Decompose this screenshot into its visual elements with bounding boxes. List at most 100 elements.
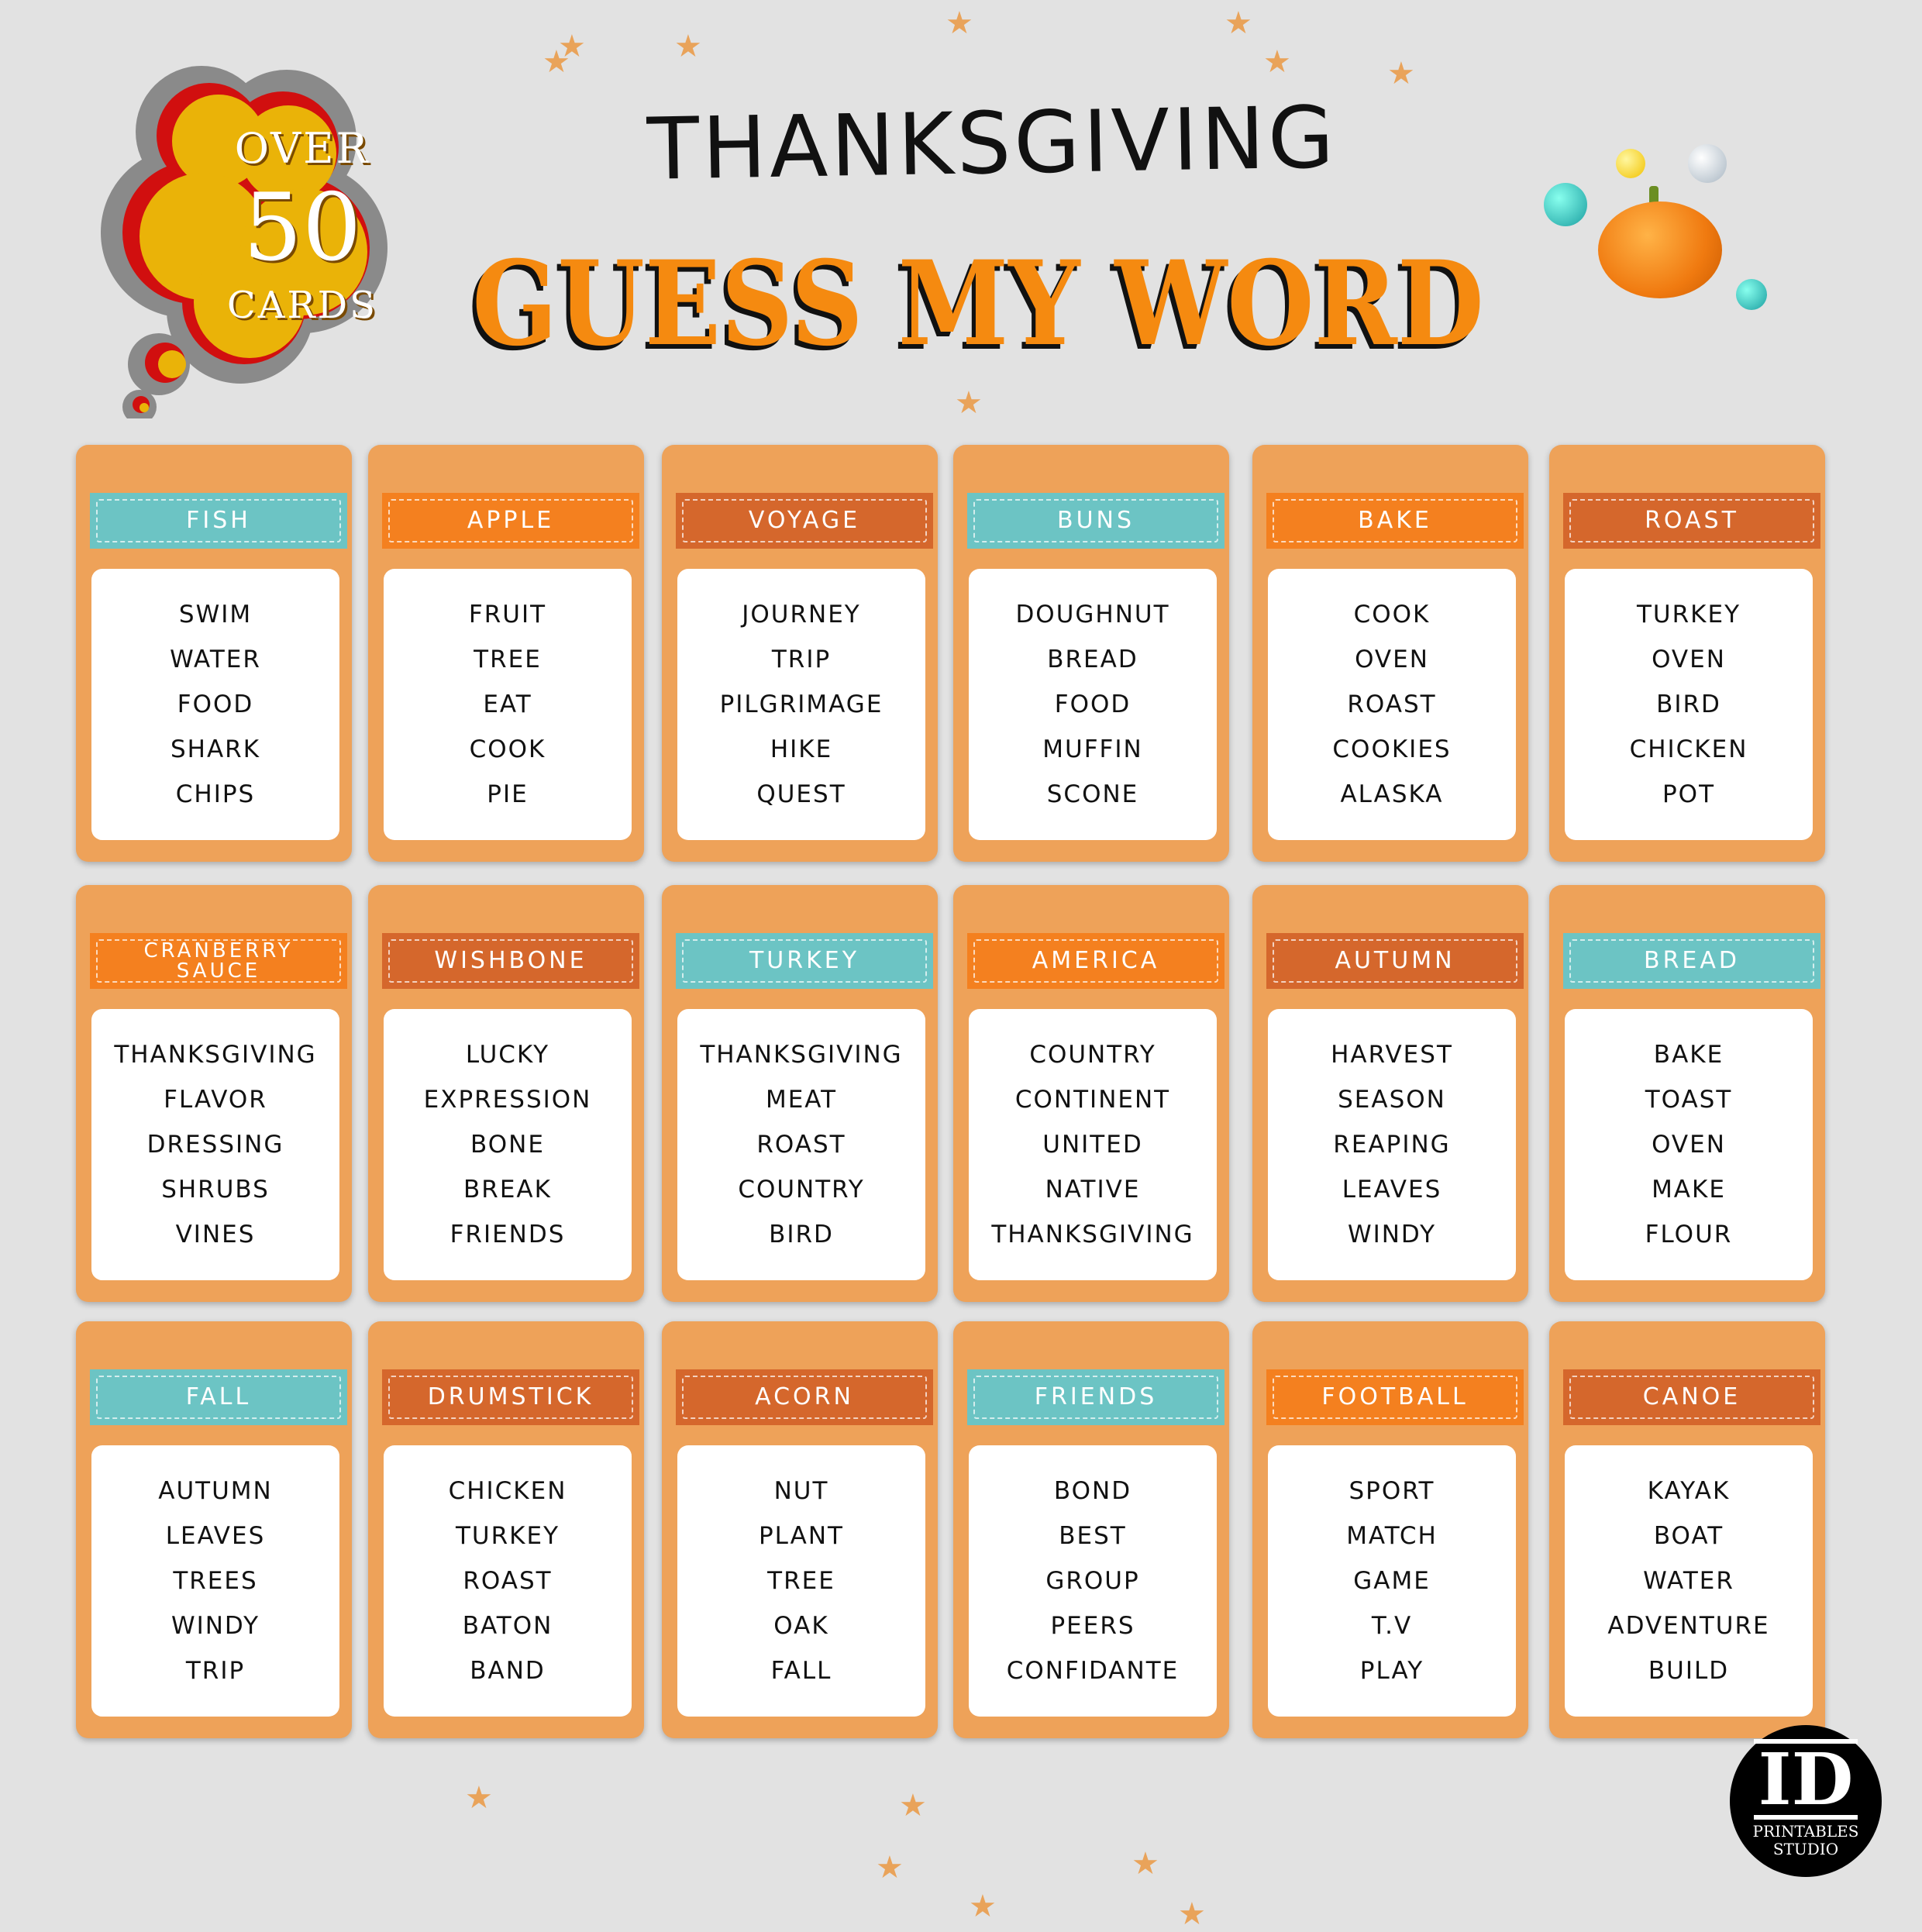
word-card: AUTUMN HARVEST SEASON REAPING LEAVES WINDY	[1252, 885, 1528, 1302]
card-word-list: DOUGHNUT BREAD FOOD MUFFIN SCONE	[969, 569, 1217, 840]
card-word: FLOUR	[1645, 1221, 1733, 1248]
card-word: TRIP	[185, 1657, 246, 1685]
star-icon: ★	[558, 29, 586, 64]
word-card: VOYAGE JOURNEY TRIP PILGRIMAGE HIKE QUEST	[662, 445, 938, 862]
card-word-list: AUTUMN LEAVES TREES WINDY TRIP	[91, 1445, 339, 1717]
card-word: BIRD	[1656, 690, 1721, 718]
card-word: PLANT	[758, 1522, 844, 1550]
card-word: TURKEY	[1636, 601, 1741, 629]
word-card: ACORN NUT PLANT TREE OAK FALL	[662, 1321, 938, 1738]
card-word: WINDY	[1347, 1221, 1437, 1248]
card-word: WATER	[1643, 1567, 1734, 1595]
card-word: MEAT	[765, 1086, 838, 1114]
card-word-list: TURKEY OVEN BIRD CHICKEN POT	[1565, 569, 1813, 840]
star-icon: ★	[946, 5, 973, 41]
card-word: FALL	[770, 1657, 832, 1685]
card-word: CONTINENT	[1014, 1086, 1171, 1114]
card-word: COUNTRY	[738, 1176, 865, 1204]
card-word: OVEN	[1652, 646, 1726, 673]
star-icon: ★	[876, 1850, 904, 1886]
card-word: LEAVES	[165, 1522, 266, 1550]
logo-monogram: ID	[1753, 1739, 1858, 1820]
star-icon: ★	[542, 44, 570, 80]
word-card: ROAST TURKEY OVEN BIRD CHICKEN POT	[1549, 445, 1825, 862]
card-word: OAK	[773, 1612, 829, 1640]
card-title: BUNS	[967, 493, 1224, 549]
over-50-cards-badge: OVER 50 CARDS	[85, 54, 450, 424]
card-word: SHARK	[170, 735, 261, 763]
card-word: FRIENDS	[450, 1221, 566, 1248]
card-word: KAYAK	[1647, 1477, 1731, 1505]
word-card: BAKE COOK OVEN ROAST COOKIES ALASKA	[1252, 445, 1528, 862]
card-word: MAKE	[1652, 1176, 1726, 1204]
word-card: FOOTBALL SPORT MATCH GAME T.V PLAY	[1252, 1321, 1528, 1738]
card-word: OVEN	[1652, 1131, 1726, 1159]
card-word: CHICKEN	[448, 1477, 567, 1505]
card-word: HARVEST	[1331, 1041, 1453, 1069]
card-word: ROAST	[756, 1131, 846, 1159]
card-word: BOAT	[1653, 1522, 1724, 1550]
card-word: OVEN	[1355, 646, 1429, 673]
word-card: AMERICA COUNTRY CONTINENT UNITED NATIVE THANK…	[953, 885, 1229, 1302]
card-word: SPORT	[1348, 1477, 1435, 1505]
card-word: SCONE	[1046, 780, 1139, 808]
card-word: NATIVE	[1045, 1176, 1141, 1204]
word-card: TURKEY THANKSGIVING MEAT ROAST COUNTRY BIRD	[662, 885, 938, 1302]
badge-number: 50	[243, 174, 362, 282]
card-word: SEASON	[1338, 1086, 1446, 1114]
silver-ball-icon	[1688, 144, 1727, 183]
card-word-list: LUCKY EXPRESSION BONE BREAK FRIENDS	[384, 1009, 632, 1280]
card-title: CRANBERRY SAUCE	[90, 933, 347, 989]
card-word-list: CHICKEN TURKEY ROAST BATON BAND	[384, 1445, 632, 1717]
card-word: EAT	[483, 690, 532, 718]
card-word: PLAY	[1359, 1657, 1424, 1685]
card-word: THANKSGIVING	[991, 1221, 1194, 1248]
star-icon: ★	[969, 1889, 997, 1924]
word-card: BUNS DOUGHNUT BREAD FOOD MUFFIN SCONE	[953, 445, 1229, 862]
badge-cards-text: CARDS	[227, 284, 377, 327]
card-word-list: HARVEST SEASON REAPING LEAVES WINDY	[1268, 1009, 1516, 1280]
word-card: CANOE KAYAK BOAT WATER ADVENTURE BUILD	[1549, 1321, 1825, 1738]
card-word: FRUIT	[468, 601, 547, 629]
card-word-list: FRUIT TREE EAT COOK PIE	[384, 569, 632, 840]
word-card: FALL AUTUMN LEAVES TREES WINDY TRIP	[76, 1321, 352, 1738]
card-word: TOAST	[1645, 1086, 1733, 1114]
card-word: WINDY	[170, 1612, 260, 1640]
card-word: WATER	[170, 646, 261, 673]
card-word: GROUP	[1045, 1567, 1140, 1595]
card-word: THANKSGIVING	[700, 1041, 903, 1069]
card-word: FOOD	[177, 690, 254, 718]
card-word: DRESSING	[146, 1131, 284, 1159]
logo-studio-text: STUDIO	[1772, 1840, 1839, 1858]
card-word: PEERS	[1050, 1612, 1135, 1640]
card-word: ALASKA	[1340, 780, 1444, 808]
card-title: CANOE	[1563, 1369, 1820, 1425]
teal-ball-icon	[1544, 183, 1587, 226]
card-word: HIKE	[770, 735, 833, 763]
card-word: FLAVOR	[164, 1086, 267, 1114]
star-icon: ★	[465, 1780, 493, 1816]
card-word: MUFFIN	[1042, 735, 1143, 763]
card-word: CONFIDANTE	[1006, 1657, 1180, 1685]
card-word-list: SWIM WATER FOOD SHARK CHIPS	[91, 569, 339, 840]
word-card: WISHBONE LUCKY EXPRESSION BONE BREAK FRIENDS	[368, 885, 644, 1302]
card-word-list: NUT PLANT TREE OAK FALL	[677, 1445, 925, 1717]
card-title: FOOTBALL	[1266, 1369, 1524, 1425]
card-word: TRIP	[771, 646, 832, 673]
card-word: TREE	[767, 1567, 835, 1595]
card-word: BUILD	[1648, 1657, 1730, 1685]
card-word: TREE	[474, 646, 542, 673]
printables-studio-logo: ID PRINTABLES STUDIO	[1730, 1725, 1882, 1877]
star-icon: ★	[1132, 1846, 1159, 1882]
card-word: BEST	[1059, 1522, 1127, 1550]
card-word: MATCH	[1346, 1522, 1438, 1550]
star-icon: ★	[1387, 56, 1415, 91]
card-word-list: BAKE TOAST OVEN MAKE FLOUR	[1565, 1009, 1813, 1280]
card-word: CHICKEN	[1629, 735, 1748, 763]
card-word: QUEST	[756, 780, 846, 808]
card-word: DOUGHNUT	[1015, 601, 1170, 629]
card-word: JOURNEY	[742, 601, 861, 629]
card-word: T.V	[1371, 1612, 1413, 1640]
card-title: VOYAGE	[676, 493, 933, 549]
word-card: BREAD BAKE TOAST OVEN MAKE FLOUR	[1549, 885, 1825, 1302]
